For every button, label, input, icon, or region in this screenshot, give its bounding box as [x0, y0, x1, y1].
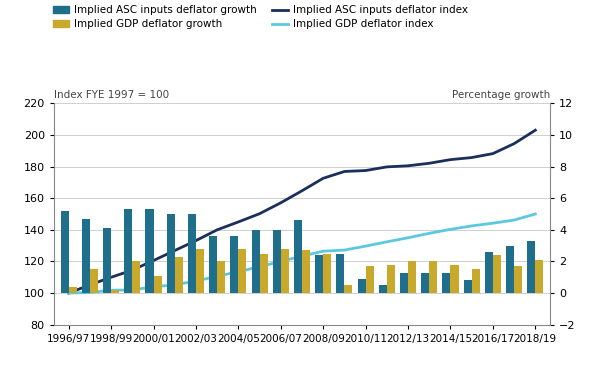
- Bar: [111, 290, 119, 293]
- Bar: [535, 260, 544, 293]
- Bar: [527, 241, 535, 293]
- Legend: Implied ASC inputs deflator growth, Implied GDP deflator growth, Implied ASC inp: Implied ASC inputs deflator growth, Impl…: [53, 5, 468, 30]
- Bar: [344, 285, 352, 293]
- Text: Index FYE 1997 = 100: Index FYE 1997 = 100: [54, 90, 169, 100]
- Bar: [294, 220, 302, 293]
- Bar: [281, 249, 289, 293]
- Bar: [167, 214, 175, 293]
- Bar: [323, 254, 331, 293]
- Bar: [103, 228, 111, 293]
- Bar: [154, 276, 161, 293]
- Bar: [260, 254, 268, 293]
- Text: Percentage growth: Percentage growth: [452, 90, 550, 100]
- Bar: [188, 214, 196, 293]
- Bar: [124, 209, 132, 293]
- Bar: [514, 266, 522, 293]
- Bar: [273, 230, 281, 293]
- Bar: [463, 280, 472, 293]
- Bar: [90, 269, 98, 293]
- Bar: [69, 287, 77, 293]
- Bar: [132, 262, 141, 293]
- Bar: [421, 273, 429, 293]
- Bar: [443, 273, 450, 293]
- Bar: [472, 269, 480, 293]
- Bar: [60, 211, 69, 293]
- Bar: [408, 262, 416, 293]
- Bar: [506, 246, 514, 293]
- Bar: [239, 249, 246, 293]
- Bar: [315, 255, 323, 293]
- Bar: [485, 252, 493, 293]
- Bar: [387, 265, 395, 293]
- Bar: [358, 279, 365, 293]
- Bar: [252, 230, 260, 293]
- Bar: [82, 219, 90, 293]
- Bar: [209, 236, 217, 293]
- Bar: [493, 255, 501, 293]
- Bar: [365, 266, 374, 293]
- Bar: [145, 209, 154, 293]
- Bar: [429, 262, 437, 293]
- Bar: [336, 254, 344, 293]
- Bar: [196, 249, 204, 293]
- Bar: [175, 257, 183, 293]
- Bar: [379, 285, 387, 293]
- Bar: [450, 265, 459, 293]
- Bar: [217, 262, 225, 293]
- Bar: [302, 251, 310, 293]
- Bar: [230, 236, 239, 293]
- Bar: [400, 273, 408, 293]
